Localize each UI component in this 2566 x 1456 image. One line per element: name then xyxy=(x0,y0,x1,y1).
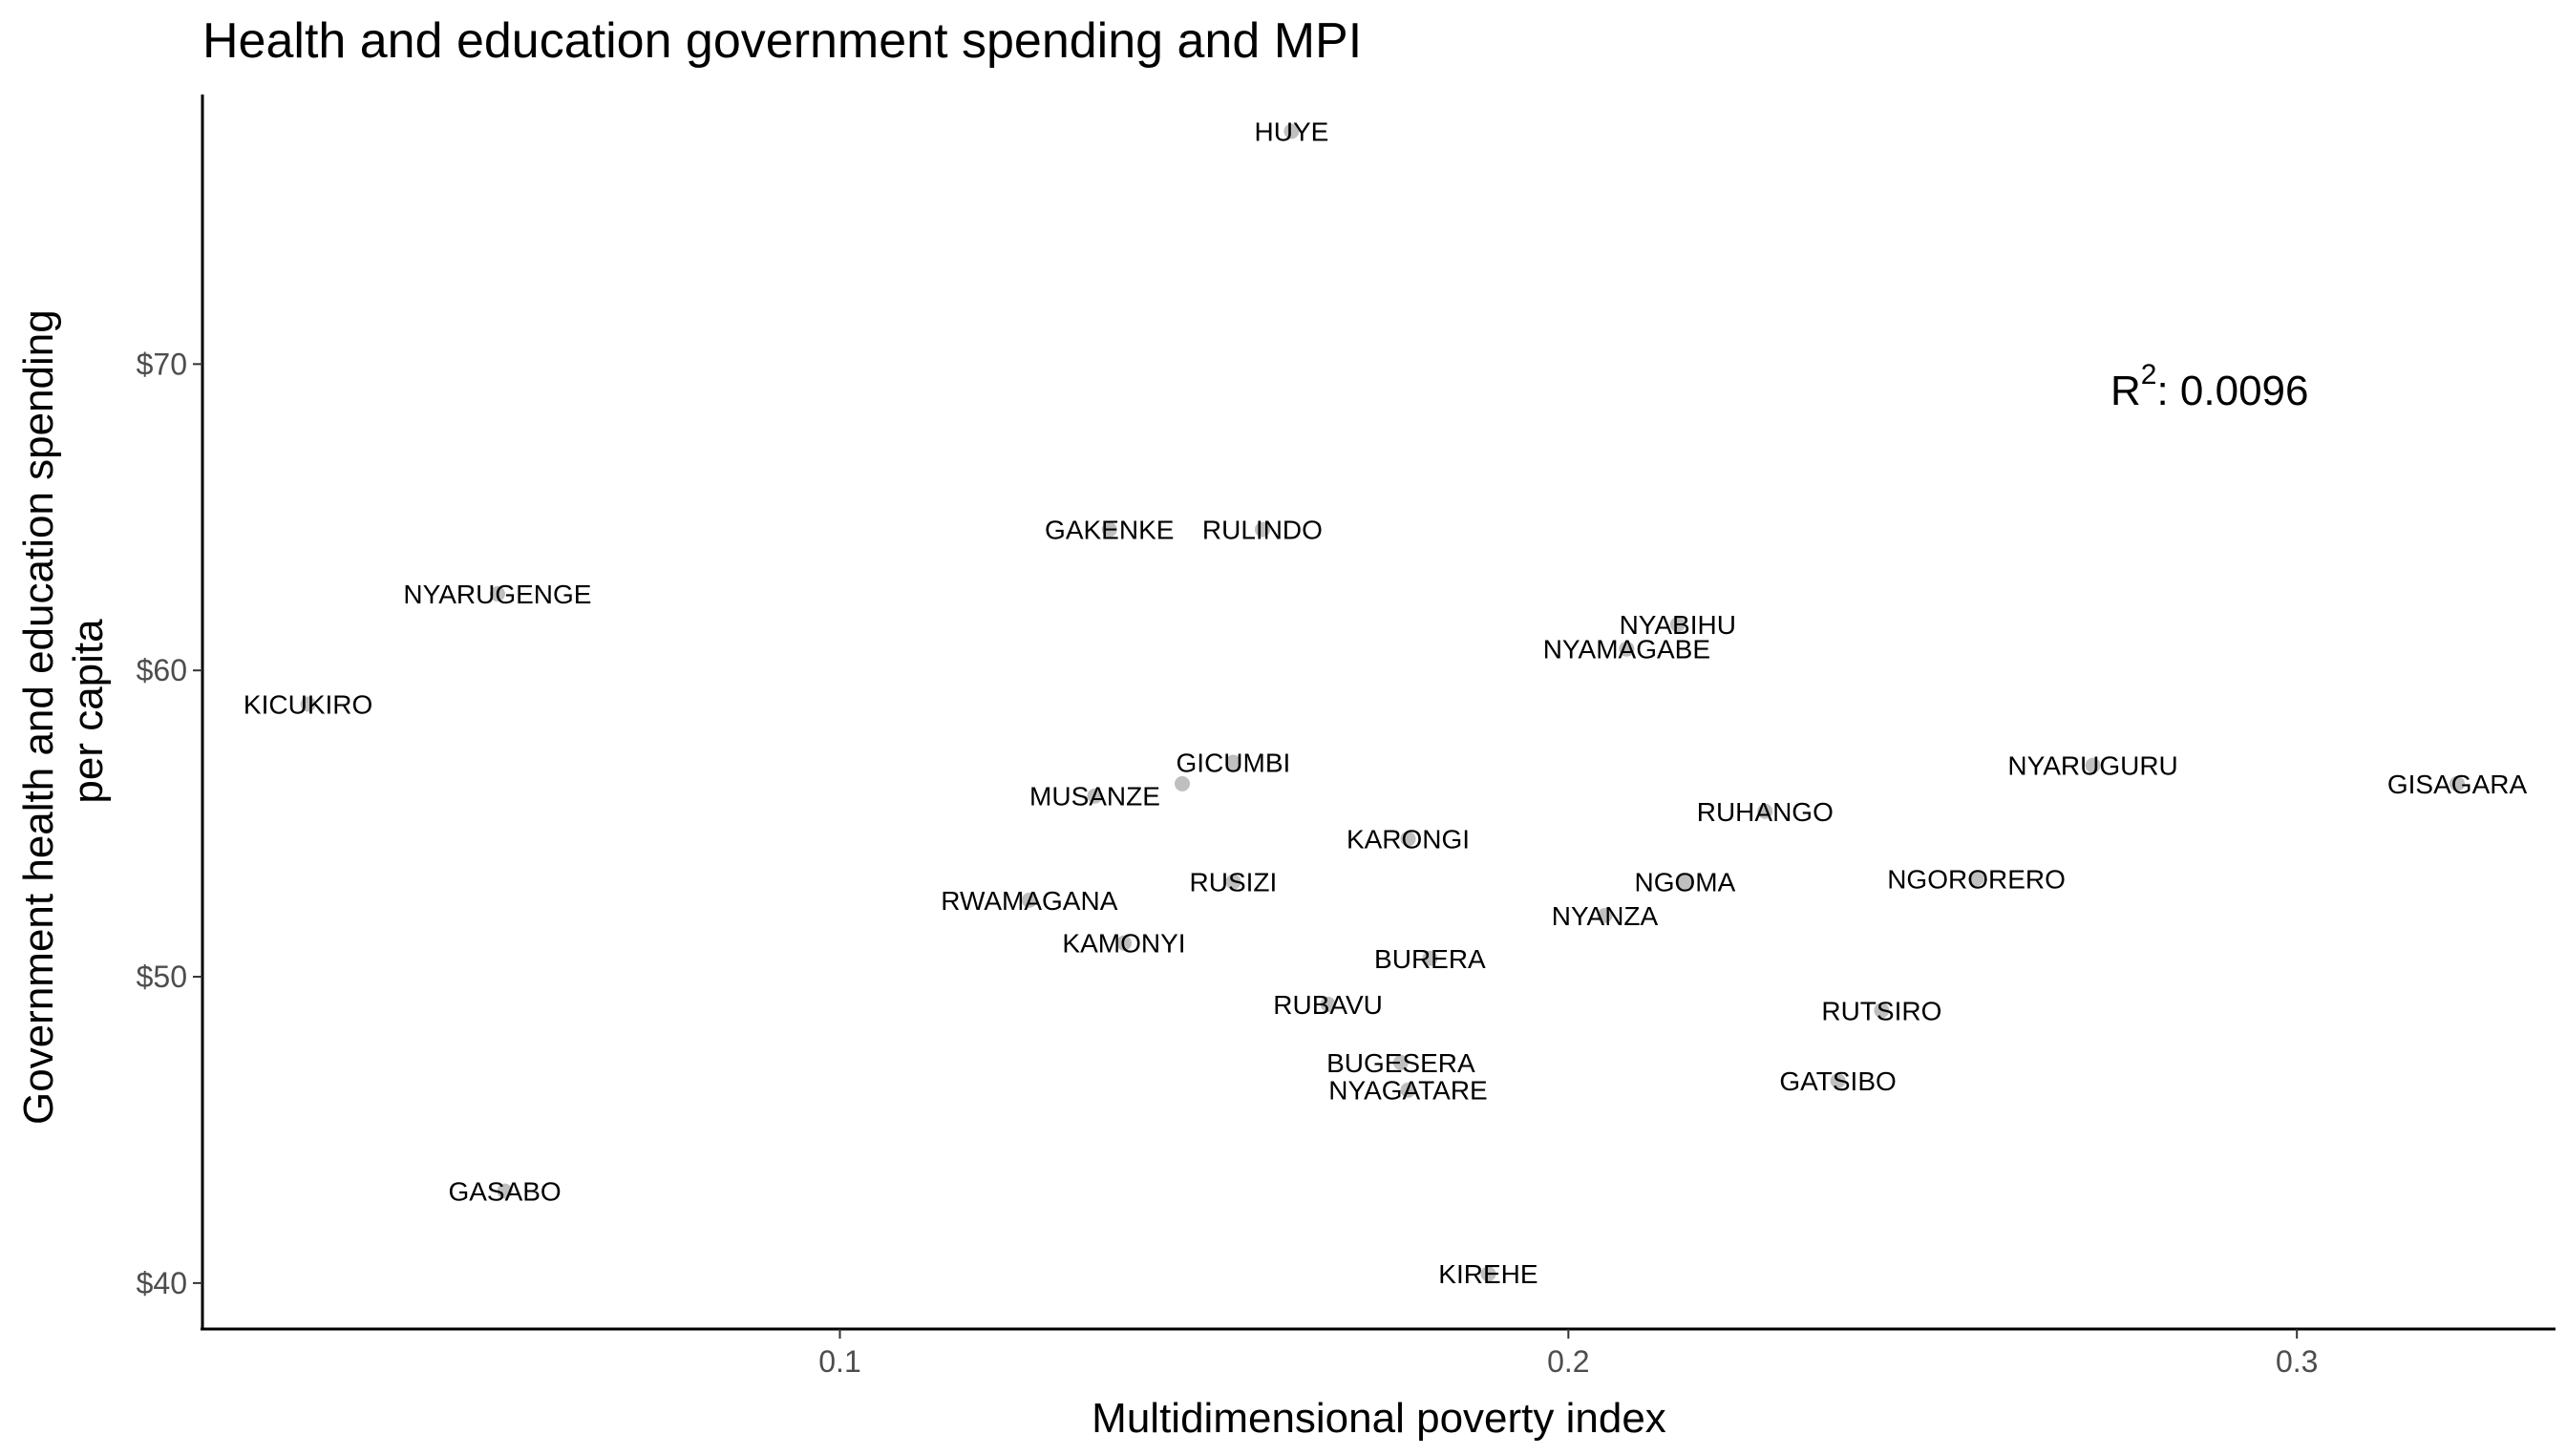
data-point xyxy=(1320,996,1336,1012)
x-tick-label: 0.3 xyxy=(2276,1344,2318,1379)
x-axis-title: Multidimensional poverty index xyxy=(1092,1395,1666,1442)
r-squared-base: R xyxy=(2110,368,2141,414)
data-point xyxy=(1400,831,1416,847)
chart-title: Health and education government spending… xyxy=(202,13,1362,69)
point-label: RULINDO xyxy=(1202,516,1323,545)
point-label: RUHANGO xyxy=(1697,797,1834,827)
data-point xyxy=(1225,754,1241,770)
y-ticks: $40 $50 $60 $70 xyxy=(137,347,202,1300)
point-label: RUBAVU xyxy=(1273,990,1383,1020)
r-squared-value: : 0.0096 xyxy=(2156,368,2308,414)
data-point xyxy=(1101,521,1117,538)
point-label: GASABO xyxy=(448,1177,561,1207)
data-point xyxy=(2449,775,2466,791)
point-label: GAKENKE xyxy=(1045,516,1174,545)
data-point xyxy=(1874,1002,1890,1019)
data-point xyxy=(1116,935,1133,951)
labels-layer: HUYE GAKENKE RULINDO NYARUGENGE NYABIHUNYAMA… xyxy=(244,117,2528,1290)
data-point xyxy=(2085,757,2101,773)
data-point xyxy=(1254,521,1270,538)
data-point xyxy=(300,696,316,712)
point-label: NYABIHU xyxy=(1620,610,1736,640)
y-tick-label: $70 xyxy=(137,347,187,381)
data-point xyxy=(1283,123,1300,139)
data-point xyxy=(1400,1082,1416,1098)
data-point xyxy=(1422,950,1438,966)
data-point xyxy=(1021,892,1037,908)
point-label: RUTSIRO xyxy=(1821,996,1941,1025)
point-label: RUSIZI xyxy=(1190,868,1278,897)
point-label: KAMONYI xyxy=(1062,929,1185,959)
data-point xyxy=(1619,641,1635,657)
data-point xyxy=(497,1183,513,1199)
point-label: GICUMBI xyxy=(1177,748,1291,777)
y-tick-label: $60 xyxy=(137,653,187,687)
point-label: BURERA xyxy=(1374,944,1486,974)
x-ticks: 0.1 0.2 0.3 xyxy=(818,1329,2318,1379)
point-label: GATSIBO xyxy=(1779,1066,1896,1096)
data-point xyxy=(1597,907,1613,923)
data-point xyxy=(1757,803,1773,819)
points-layer xyxy=(300,123,2466,1282)
point-label: GISAGARA xyxy=(2387,770,2528,799)
point-label: NYARUGURU xyxy=(2007,751,2177,781)
point-label: HUYE xyxy=(1255,117,1329,147)
point-label: KIREHE xyxy=(1438,1259,1537,1289)
data-point xyxy=(1175,775,1191,791)
data-point xyxy=(1225,874,1241,890)
data-point xyxy=(1669,617,1686,633)
data-point xyxy=(1392,1054,1409,1070)
data-point xyxy=(1087,788,1103,804)
point-label: MUSANZE xyxy=(1029,782,1160,812)
y-axis-title-line-2: per capita xyxy=(65,619,112,804)
point-label: NYARUGENGE xyxy=(403,580,591,609)
point-label: NYAGATARE xyxy=(1328,1076,1487,1106)
point-label: NGOMA xyxy=(1635,868,1736,897)
data-point xyxy=(1480,1266,1496,1282)
point-label: NYANZA xyxy=(1552,901,1659,931)
point-label: KARONGI xyxy=(1347,825,1470,855)
point-label: BUGESERA xyxy=(1326,1048,1475,1078)
point-label: NYAMAGABE xyxy=(1543,635,1710,665)
point-label: RWAMAGANA xyxy=(941,886,1117,916)
r-squared-annotation: R2: 0.0096 xyxy=(2110,359,2309,414)
y-tick-label: $40 xyxy=(137,1266,187,1300)
x-tick-label: 0.1 xyxy=(818,1344,860,1379)
data-point xyxy=(1830,1073,1846,1089)
data-point xyxy=(489,585,505,601)
x-tick-label: 0.2 xyxy=(1547,1344,1589,1379)
y-tick-label: $50 xyxy=(137,960,187,994)
point-label: NGORORERO xyxy=(1887,864,2066,894)
data-point xyxy=(1677,874,1693,890)
r-squared-superscript: 2 xyxy=(2141,359,2157,390)
point-label: KICUKIRO xyxy=(244,689,372,719)
y-axis-title-line-1: Government health and education spending xyxy=(15,309,62,1125)
y-axis-title: Government health and education spending… xyxy=(15,298,112,1125)
data-point xyxy=(1968,871,1984,887)
